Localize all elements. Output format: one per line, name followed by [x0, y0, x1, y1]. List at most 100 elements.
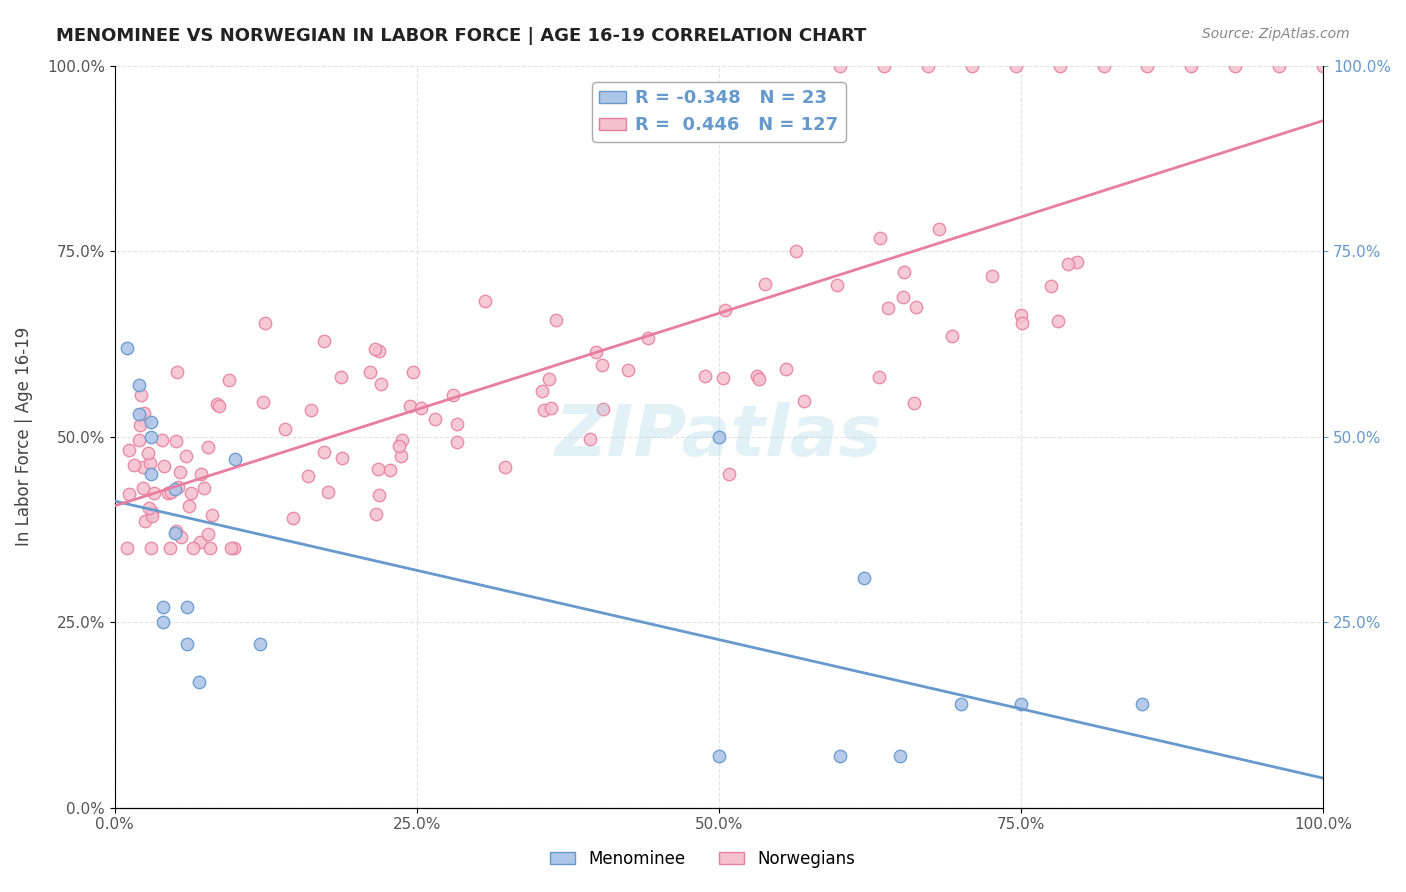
Norwegians [1312, 59, 1334, 73]
Norwegians [134, 514, 156, 528]
Menominee [152, 600, 174, 615]
Norwegians [446, 417, 468, 432]
Norwegians [159, 485, 181, 500]
Norwegians [380, 462, 402, 476]
Norwegians [150, 433, 173, 447]
Norwegians [115, 541, 138, 555]
Norwegians [224, 541, 246, 555]
Norwegians [891, 291, 914, 305]
Text: Source: ZipAtlas.com: Source: ZipAtlas.com [1202, 27, 1350, 41]
Norwegians [402, 365, 425, 379]
Menominee [163, 482, 186, 496]
Norwegians [134, 413, 156, 427]
Menominee [707, 748, 730, 763]
Menominee [224, 451, 246, 466]
Norwegians [1056, 257, 1078, 271]
Norwegians [538, 372, 561, 386]
Norwegians [411, 401, 433, 416]
Norwegians [122, 458, 145, 472]
Norwegians [793, 393, 815, 408]
Text: MENOMINEE VS NORWEGIAN IN LABOR FORCE | AGE 16-19 CORRELATION CHART: MENOMINEE VS NORWEGIAN IN LABOR FORCE | … [56, 27, 866, 45]
Menominee [949, 697, 972, 711]
Menominee [128, 408, 150, 422]
Norwegians [190, 535, 212, 549]
Menominee [188, 674, 211, 689]
Norwegians [825, 278, 848, 293]
Menominee [163, 526, 186, 541]
Norwegians [1011, 316, 1033, 330]
Norwegians [128, 434, 150, 448]
Menominee [707, 430, 730, 444]
Norwegians [775, 362, 797, 376]
Norwegians [274, 422, 297, 436]
Norwegians [917, 59, 939, 73]
Norwegians [143, 485, 166, 500]
Text: ZIPatlas: ZIPatlas [555, 402, 883, 471]
Norwegians [364, 342, 387, 356]
Norwegians [540, 401, 562, 415]
Norwegians [167, 480, 190, 494]
Norwegians [868, 370, 890, 384]
Norwegians [391, 433, 413, 447]
Norwegians [132, 406, 155, 420]
Norwegians [193, 481, 215, 495]
Norwegians [170, 530, 193, 544]
Norwegians [873, 59, 896, 73]
Norwegians [197, 440, 219, 454]
Norwegians [201, 508, 224, 522]
Norwegians [165, 524, 187, 538]
Norwegians [297, 469, 319, 483]
Norwegians [533, 402, 555, 417]
Norwegians [181, 541, 204, 555]
Norwegians [1268, 59, 1291, 73]
Norwegians [1092, 59, 1115, 73]
Norwegians [207, 397, 229, 411]
Norwegians [312, 334, 335, 348]
Norwegians [747, 368, 769, 383]
Norwegians [190, 467, 212, 481]
Legend: R = -0.348   N = 23, R =  0.446   N = 127: R = -0.348 N = 23, R = 0.446 N = 127 [592, 82, 846, 142]
Norwegians [928, 221, 950, 235]
Norwegians [1136, 59, 1159, 73]
Norwegians [441, 388, 464, 402]
Norwegians [174, 449, 197, 463]
Norwegians [367, 462, 389, 476]
Norwegians [903, 396, 925, 410]
Norwegians [1066, 255, 1088, 269]
Menominee [128, 377, 150, 392]
Menominee [249, 637, 271, 651]
Norwegians [359, 365, 381, 379]
Menominee [139, 415, 162, 429]
Norwegians [370, 377, 392, 392]
Norwegians [197, 527, 219, 541]
Norwegians [139, 456, 162, 470]
Menominee [152, 615, 174, 629]
Norwegians [299, 403, 322, 417]
Norwegians [869, 231, 891, 245]
Norwegians [748, 372, 770, 386]
Menominee [828, 748, 851, 763]
Norwegians [877, 301, 900, 315]
Norwegians [592, 402, 614, 417]
Norwegians [585, 344, 607, 359]
Norwegians [129, 417, 152, 432]
Menominee [852, 571, 875, 585]
Menominee [1130, 697, 1153, 711]
Norwegians [1049, 59, 1071, 73]
Norwegians [169, 465, 191, 479]
Norwegians [198, 541, 221, 555]
Norwegians [494, 459, 516, 474]
Norwegians [330, 370, 353, 384]
Norwegians [219, 541, 242, 555]
Menominee [1010, 697, 1032, 711]
Norwegians [131, 481, 153, 495]
Norwegians [157, 485, 180, 500]
Norwegians [785, 244, 807, 259]
Norwegians [389, 449, 412, 463]
Norwegians [165, 434, 187, 448]
Norwegians [591, 358, 613, 372]
Norwegians [252, 395, 274, 409]
Norwegians [893, 265, 915, 279]
Norwegians [316, 485, 339, 500]
Norwegians [637, 331, 659, 345]
